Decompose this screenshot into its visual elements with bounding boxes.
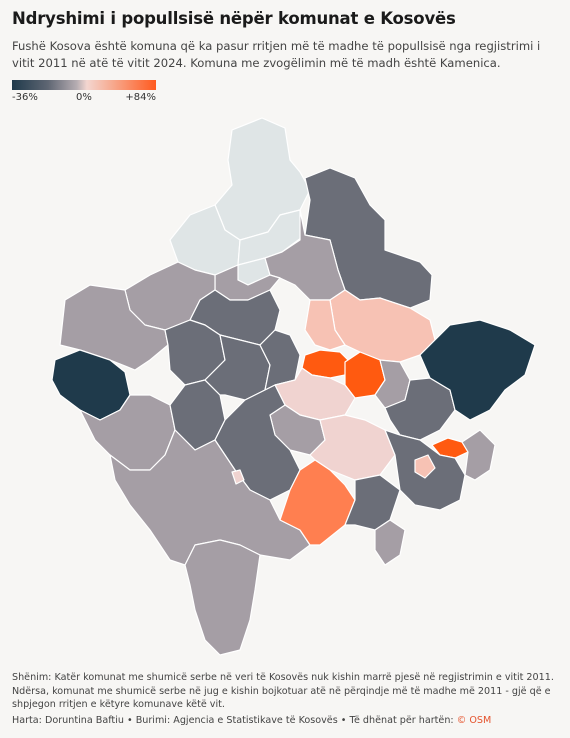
page-subtitle: Fushë Kosova është komuna që ka pasur rr… (12, 39, 541, 70)
municipality-gjilan[interactable] (384, 377, 456, 441)
municipality-kllokot[interactable] (414, 454, 436, 479)
municipality-vushtrri[interactable] (264, 209, 346, 301)
municipality-kamenica-south[interactable] (461, 429, 496, 481)
osm-link[interactable]: © OSM (456, 715, 492, 726)
municipality-mamusha[interactable] (231, 469, 245, 485)
kosovo-municipality-map (51, 117, 536, 656)
legend-max-label: +84% (125, 92, 156, 103)
page-title: Ndryshimi i popullsisë nëpër komunat e K… (12, 9, 456, 28)
credits: Harta: Doruntina Baftiu • Burimi: Agjenc… (12, 715, 491, 726)
legend-mid-label: 0% (76, 92, 92, 103)
municipality-dragash[interactable] (184, 539, 261, 656)
footnote: Shënim: Katër komunat me shumicë serbe n… (12, 672, 554, 710)
legend-ticks: -36% 0% +84% (12, 92, 156, 106)
color-legend: -36% 0% +84% (12, 80, 156, 106)
municipality-hani-i-elezit[interactable] (374, 519, 406, 566)
legend-min-label: -36% (12, 92, 38, 103)
municipality-obiliq[interactable] (304, 299, 346, 351)
legend-gradient-bar (12, 80, 156, 90)
credits-text: Harta: Doruntina Baftiu • Burimi: Agjenc… (12, 715, 457, 726)
municipality-kamenica[interactable] (419, 319, 536, 421)
